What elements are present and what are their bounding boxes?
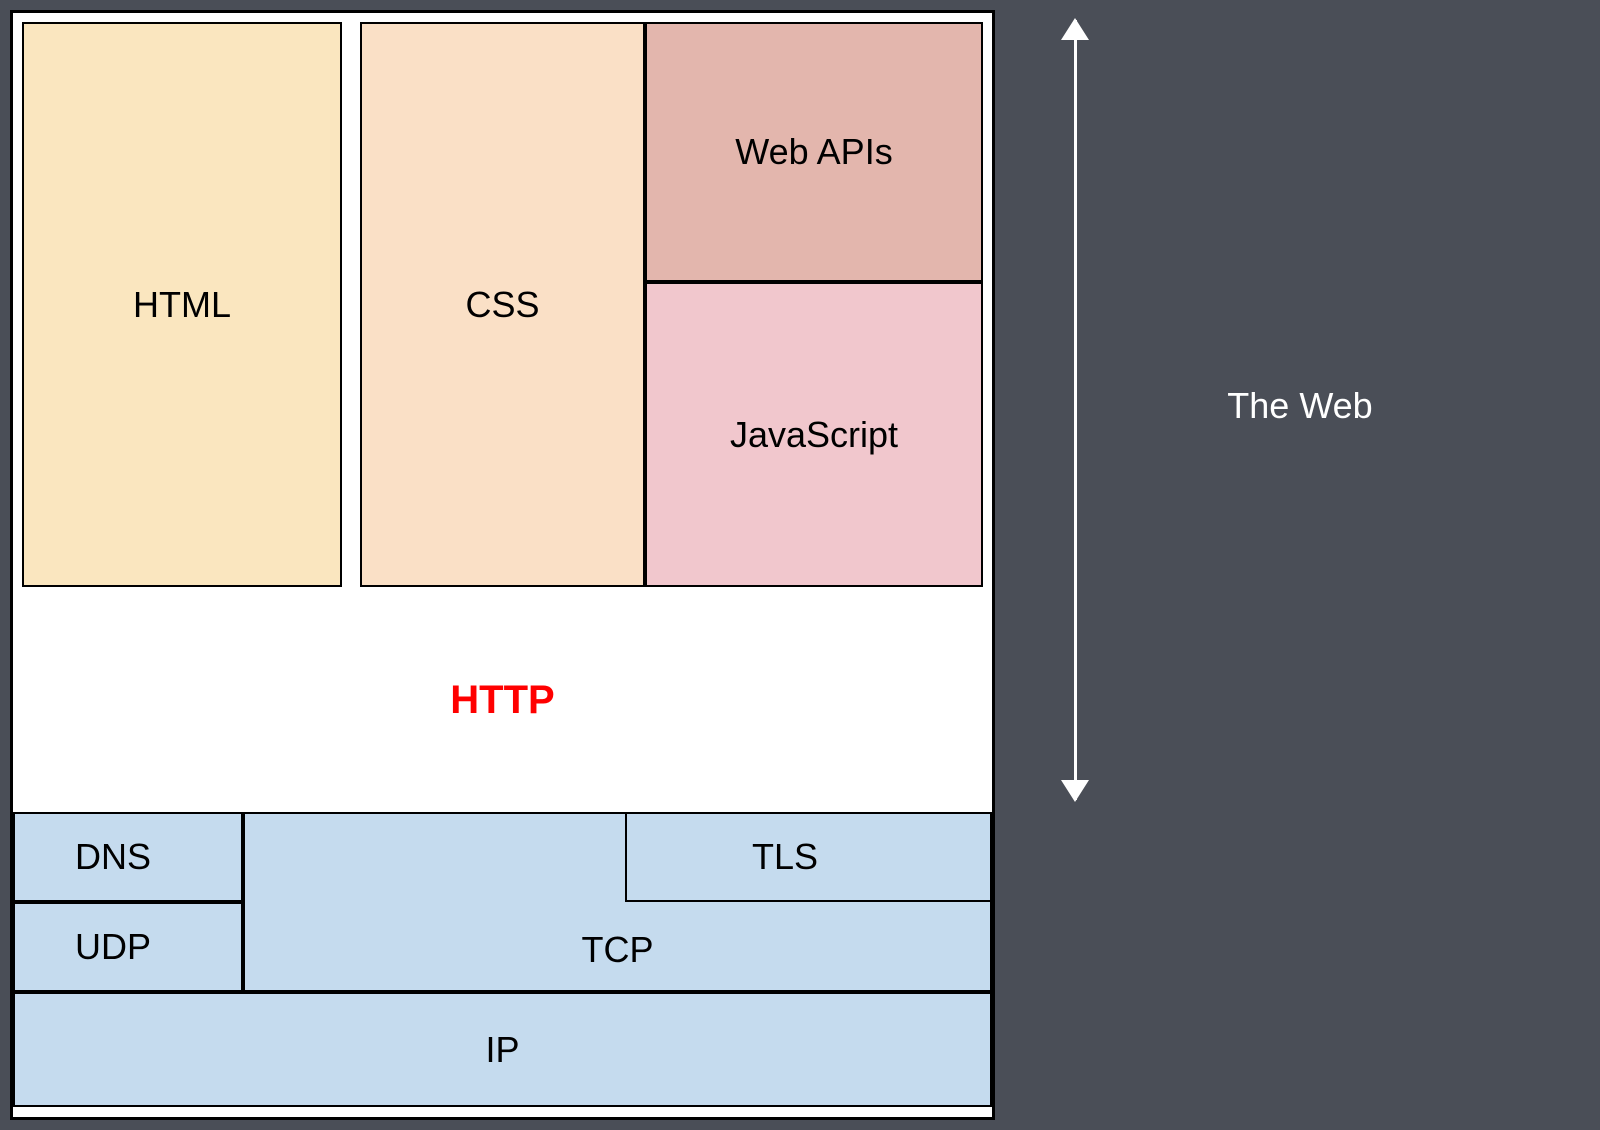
block-html-label: HTML	[133, 284, 231, 326]
block-css: CSS	[360, 22, 645, 587]
block-http-label: HTTP	[450, 678, 554, 723]
block-dns-label: DNS	[15, 836, 151, 878]
block-javascript: JavaScript	[645, 282, 983, 587]
block-javascript-label: JavaScript	[730, 414, 898, 456]
block-tls-label: TLS	[627, 836, 818, 878]
block-tls: TLS	[625, 812, 992, 902]
side-arrow-head-up	[1061, 18, 1089, 40]
block-html: HTML	[22, 22, 342, 587]
block-dns: DNS	[13, 812, 243, 902]
side-label-the-web: The Web	[1170, 385, 1430, 427]
block-http: HTTP	[13, 600, 992, 800]
block-webapis: Web APIs	[645, 22, 983, 282]
block-webapis-label: Web APIs	[735, 131, 892, 173]
block-udp-label: UDP	[15, 926, 151, 968]
side-arrow-line	[1074, 20, 1077, 800]
block-tcp-label: TCP	[582, 929, 654, 971]
diagram-stage: HTML CSS Web APIs JavaScript HTTP TCP DNS UDP TL…	[0, 0, 1600, 1130]
block-udp: UDP	[13, 902, 243, 992]
block-css-label: CSS	[465, 284, 539, 326]
side-arrow-head-down	[1061, 780, 1089, 802]
block-ip-label: IP	[485, 1029, 519, 1071]
block-ip: IP	[13, 992, 992, 1107]
